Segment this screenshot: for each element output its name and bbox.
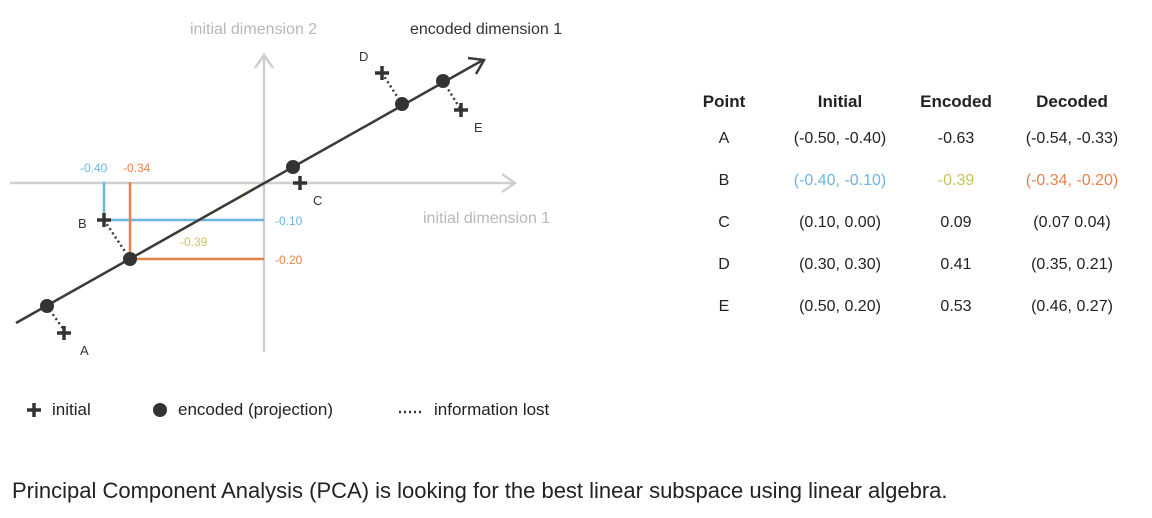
cell-encoded: 0.41: [940, 256, 972, 273]
cell-encoded: 0.09: [940, 214, 972, 231]
cell-point: D: [718, 256, 730, 273]
dotted-line-icon: [399, 410, 423, 414]
axis-label-encoded-dim-1: encoded dimension 1: [410, 21, 562, 38]
legend-item-lost: information lost: [398, 400, 549, 420]
annotation-b-x-decoded: -0.34: [123, 161, 151, 175]
cell-encoded: -0.39: [937, 172, 975, 189]
point-label-c: C: [313, 193, 322, 208]
header-initial: Initial: [817, 92, 863, 111]
encoded-dot-e: [436, 74, 450, 88]
cell-encoded: 0.53: [940, 298, 972, 315]
annotation-b-encoded: -0.39: [180, 235, 208, 249]
cell-initial: (0.30, 0.30): [799, 256, 881, 273]
legend-label-initial: initial: [52, 400, 91, 419]
table-header-row: Point Initial Encoded Decoded: [690, 82, 1130, 130]
point-label-e: E: [474, 120, 483, 135]
table-row: B (-0.40, -0.10) -0.39 (-0.34, -0.20): [690, 172, 1130, 214]
cell-point: C: [718, 214, 730, 231]
initial-plus-d: [375, 66, 389, 80]
cell-initial: (-0.50, -0.40): [793, 130, 887, 147]
annotation-b-x-initial: -0.40: [80, 161, 108, 175]
cell-point: E: [718, 298, 730, 315]
dot-icon: [153, 403, 167, 417]
encoded-dot-a: [40, 299, 54, 313]
cell-point: B: [718, 172, 730, 189]
axis-label-initial-dim-1: initial dimension 1: [423, 210, 550, 227]
legend-item-initial: initial: [26, 400, 91, 420]
annotation-b-y-initial: -0.10: [275, 214, 303, 228]
table-row: D (0.30, 0.30) 0.41 (0.35, 0.21): [690, 256, 1130, 298]
encoded-dot-c: [286, 160, 300, 174]
cell-decoded: (0.46, 0.27): [1031, 298, 1113, 315]
data-table: Point Initial Encoded Decoded A (-0.50, …: [690, 82, 1130, 340]
cell-decoded: (-0.54, -0.33): [1025, 130, 1119, 147]
plus-icon: [27, 403, 41, 417]
cell-decoded: (-0.34, -0.20): [1025, 172, 1119, 189]
caption: Principal Component Analysis (PCA) is lo…: [12, 478, 948, 503]
initial-plus-c: [293, 176, 307, 190]
initial-plus-e: [454, 103, 468, 117]
encoded-dot-b: [123, 252, 137, 266]
axis-label-initial-dim-2: initial dimension 2: [190, 21, 317, 38]
cell-initial: (0.10, 0.00): [799, 214, 881, 231]
axis-y-arrowhead: [253, 52, 275, 69]
cell-decoded: (0.07 0.04): [1033, 214, 1111, 231]
encoded-dot-d: [395, 97, 409, 111]
legend-label-lost: information lost: [434, 400, 550, 419]
header-decoded: Decoded: [1036, 92, 1108, 111]
initial-plus-b: [97, 213, 111, 227]
cell-point: A: [718, 130, 730, 147]
annotation-b-y-decoded: -0.20: [275, 253, 303, 267]
initial-plus-a: [57, 326, 71, 340]
pca-diagram: A B C D E initial dimension 2 initial di…: [10, 21, 562, 358]
legend: initial encoded (projection) information…: [0, 400, 700, 430]
header-encoded: Encoded: [920, 92, 992, 111]
axis-x-arrowhead: [501, 172, 518, 194]
legend-label-encoded: encoded (projection): [178, 400, 333, 419]
cell-decoded: (0.35, 0.21): [1031, 256, 1113, 273]
encoded-dimension-arrowhead: [467, 56, 487, 75]
cell-encoded: -0.63: [937, 130, 975, 147]
point-label-a: A: [80, 343, 89, 358]
legend-item-encoded: encoded (projection): [152, 400, 333, 420]
header-point: Point: [702, 92, 746, 111]
point-label-d: D: [359, 49, 368, 64]
cell-initial: (0.50, 0.20): [799, 298, 881, 315]
table-row: E (0.50, 0.20) 0.53 (0.46, 0.27): [690, 298, 1130, 340]
cell-initial: (-0.40, -0.10): [793, 172, 887, 189]
table-row: C (0.10, 0.00) 0.09 (0.07 0.04): [690, 214, 1130, 256]
encoded-dimension-line: [15, 58, 484, 325]
lost-line-b: [102, 219, 132, 260]
point-label-b: B: [78, 216, 87, 231]
table-row: A (-0.50, -0.40) -0.63 (-0.54, -0.33): [690, 130, 1130, 172]
